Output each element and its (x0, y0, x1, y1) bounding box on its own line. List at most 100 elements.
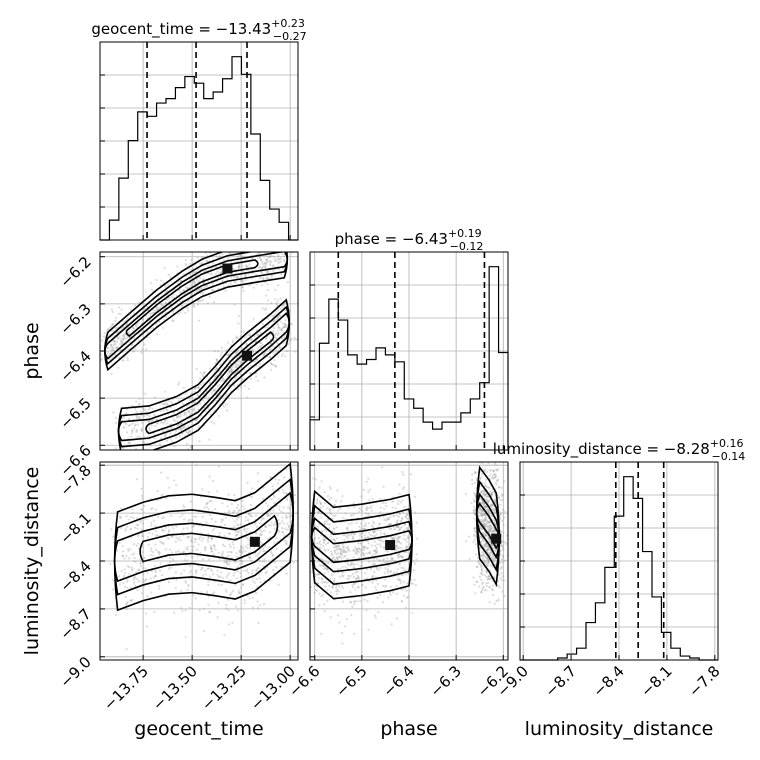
sample-point (193, 282, 197, 285)
sample-point (285, 516, 288, 519)
sample-point (325, 567, 329, 570)
sample-point (480, 571, 483, 575)
sample-point (197, 280, 200, 283)
sample-point (357, 577, 360, 580)
sample-point (499, 576, 502, 580)
sample-point (290, 337, 293, 341)
sample-point (324, 549, 327, 552)
sample-point (493, 602, 496, 605)
sample-point (136, 415, 139, 418)
sample-point (181, 304, 184, 307)
sample-point (402, 538, 405, 541)
sample-point (350, 561, 353, 564)
sample-point (190, 544, 193, 548)
sample-point (236, 503, 240, 507)
sample-point (352, 533, 355, 536)
sample-point (227, 554, 230, 557)
sample-point (133, 304, 137, 307)
sample-point (136, 534, 140, 537)
sample-point (272, 320, 275, 323)
sample-point (364, 536, 367, 539)
sample-point (111, 346, 115, 350)
sample-point (378, 522, 382, 525)
sample-point (493, 529, 496, 532)
sample-point (285, 516, 288, 519)
sample-point (140, 351, 143, 354)
sample-point (343, 538, 346, 541)
sample-point (201, 374, 204, 377)
sample-point (485, 555, 488, 558)
sample-point (192, 281, 195, 284)
sample-point (277, 257, 280, 260)
sample-point (324, 567, 327, 570)
sample-point (202, 277, 205, 281)
sample-point (494, 523, 497, 526)
sample-point (328, 526, 331, 530)
sample-point (492, 469, 495, 472)
sample-point (263, 352, 266, 355)
sample-point (337, 544, 340, 547)
sample-point (377, 568, 380, 571)
sample-point (110, 372, 113, 375)
sample-point (244, 519, 247, 522)
sample-point (359, 522, 363, 525)
sample-point (282, 506, 285, 509)
sample-point (243, 247, 245, 249)
sample-point (322, 603, 326, 606)
sample-point (371, 579, 374, 582)
sample-point (255, 578, 258, 581)
sample-point (327, 570, 330, 573)
sample-point (216, 616, 219, 619)
sample-point (243, 526, 246, 529)
sample-point (226, 276, 229, 279)
sample-point (115, 346, 118, 349)
sample-point (481, 462, 484, 465)
sample-point (137, 568, 140, 572)
sample-point (379, 497, 382, 501)
sample-point (183, 518, 186, 521)
sample-point (225, 588, 228, 591)
sample-point (324, 561, 327, 564)
sample-point (263, 248, 265, 250)
sample-point (474, 499, 477, 503)
sample-point (330, 554, 334, 557)
sample-point (360, 552, 363, 555)
sample-point (174, 432, 177, 435)
sample-point (183, 411, 186, 414)
sample-point (137, 523, 140, 527)
sample-point (237, 388, 240, 391)
sample-point (239, 279, 242, 282)
sample-point (244, 248, 246, 250)
sample-point (120, 341, 123, 344)
sample-point (367, 490, 370, 493)
sample-point (248, 555, 251, 559)
sample-point (121, 326, 125, 329)
sample-point (319, 547, 322, 550)
sample-point (204, 547, 207, 550)
sample-point (341, 495, 344, 498)
sample-point (484, 493, 487, 496)
sample-point (268, 546, 271, 549)
sample-point (483, 504, 486, 507)
sample-point (137, 339, 141, 342)
sample-point (488, 509, 491, 512)
sample-point (255, 328, 258, 332)
contour-level-3 (104, 252, 289, 360)
sample-point (190, 259, 193, 262)
sample-point (182, 273, 186, 276)
sample-point (209, 546, 212, 550)
sample-point (111, 323, 114, 326)
sample-point (196, 393, 199, 396)
sample-point (492, 472, 496, 476)
sample-point (364, 522, 367, 525)
sample-point (126, 586, 129, 589)
sample-point (497, 584, 500, 588)
sample-point (288, 336, 291, 339)
sample-point (168, 296, 171, 300)
sample-point (400, 600, 404, 603)
sample-point (476, 445, 478, 447)
sample-point (261, 262, 264, 266)
sample-point (254, 273, 258, 276)
sample-point (280, 252, 284, 255)
